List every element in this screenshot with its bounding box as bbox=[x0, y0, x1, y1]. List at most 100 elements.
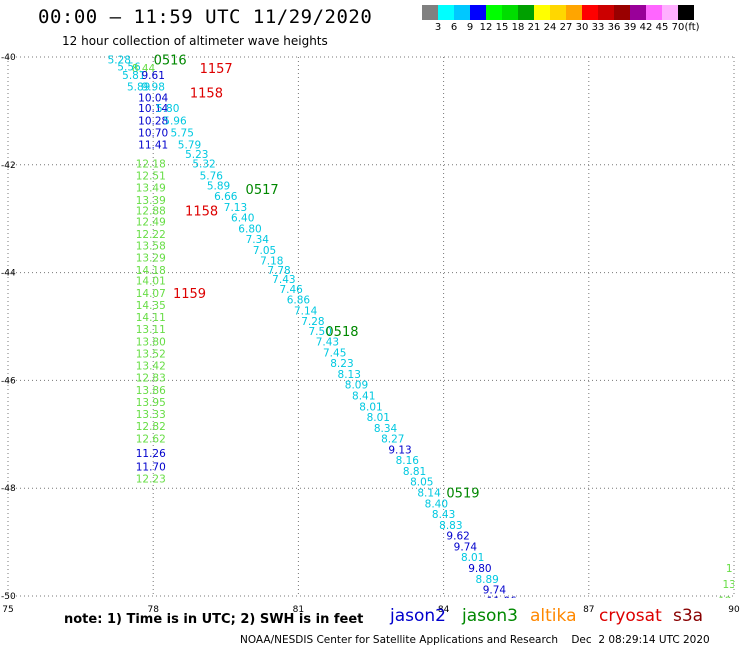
scale-swatch bbox=[566, 5, 582, 20]
swh-value: 12.83 bbox=[707, 628, 737, 640]
scale-label: 15 bbox=[495, 22, 509, 33]
scale-label: (ft) bbox=[684, 22, 700, 33]
swh-value: 14.01 bbox=[136, 276, 166, 288]
longitude-label: 75 bbox=[2, 605, 13, 615]
color-scale-bar bbox=[422, 5, 694, 20]
swh-value: 8.89 bbox=[475, 574, 498, 586]
swh-value: 11.26 bbox=[136, 448, 166, 460]
scale-label: 70 bbox=[671, 22, 685, 33]
scale-label: 45 bbox=[655, 22, 669, 33]
latitude-label: -46 bbox=[1, 376, 16, 386]
swh-value: 8.40 bbox=[425, 498, 448, 510]
swh-value: 8.43 bbox=[432, 509, 455, 521]
swh-value: 7.43 bbox=[316, 337, 339, 349]
swh-value: 8.01 bbox=[461, 552, 484, 564]
swh-value: 14.07 bbox=[136, 288, 166, 300]
swh-value: 13 bbox=[722, 579, 735, 591]
swh-value: 12.22 bbox=[136, 229, 166, 241]
swh-value: 11.41 bbox=[138, 139, 168, 151]
pass-time-label: 1159 bbox=[173, 287, 206, 302]
swh-value: 9.61 bbox=[142, 70, 165, 82]
swh-value: 8.13 bbox=[338, 369, 361, 381]
latitude-label: -48 bbox=[1, 484, 16, 494]
pass-time-label: 1157 bbox=[200, 62, 233, 77]
color-scale-labels: 3 6 9 12 15 18 21 24 27 30 33 36 39 42 45 70 (ft) bbox=[422, 22, 740, 36]
swh-value: 10.70 bbox=[138, 127, 168, 139]
swh-value: 13.42 bbox=[136, 360, 166, 372]
scale-swatch bbox=[422, 5, 438, 20]
scale-swatch bbox=[518, 5, 534, 20]
satellite-legend-cryosat: cryosat bbox=[599, 606, 662, 626]
swh-value: 13.58 bbox=[136, 241, 166, 253]
swh-value: 12.49 bbox=[136, 216, 166, 228]
scale-label: 27 bbox=[559, 22, 573, 33]
swh-value: 14.11 bbox=[136, 312, 166, 324]
swh-value: 13.11 bbox=[136, 324, 166, 336]
swh-value: 9.74 bbox=[454, 541, 478, 553]
swh-value: 10.28 bbox=[138, 116, 168, 128]
swh-value: 8.41 bbox=[352, 390, 375, 402]
credit-line: NOAA/NESDIS Center for Satellite Applica… bbox=[240, 634, 710, 646]
swh-value: 8.01 bbox=[367, 412, 390, 424]
swh-value: 8.23 bbox=[330, 358, 353, 370]
satellite-legend-jason3: jason3 bbox=[462, 606, 518, 626]
satellite-legend-altika: altika bbox=[530, 606, 577, 626]
scale-label: 21 bbox=[527, 22, 541, 33]
swh-value: 6.66 bbox=[214, 191, 238, 203]
swh-value: 13.29 bbox=[136, 253, 166, 265]
swh-value: 5.79 bbox=[178, 139, 201, 151]
swh-value: 8.14 bbox=[417, 488, 441, 500]
scale-label: 42 bbox=[639, 22, 653, 33]
scale-label: 24 bbox=[543, 22, 557, 33]
pass-time-label: 1158 bbox=[185, 205, 218, 220]
swh-value: 8.34 bbox=[374, 423, 398, 435]
swh-value: 5.32 bbox=[192, 159, 215, 171]
longitude-label: 87 bbox=[583, 605, 594, 615]
swh-value: 6.86 bbox=[287, 295, 311, 307]
swh-value: 5.75 bbox=[171, 127, 194, 139]
swh-value: 7.78 bbox=[267, 265, 290, 277]
swh-value: 7.18 bbox=[260, 256, 283, 268]
swh-value: 10.04 bbox=[138, 92, 168, 104]
scale-swatch bbox=[454, 5, 470, 20]
satellite-legend-jason2: jason2 bbox=[390, 606, 446, 626]
scale-swatch bbox=[614, 5, 630, 20]
scale-label: 6 bbox=[450, 22, 458, 33]
swh-value: 5.80 bbox=[156, 103, 179, 115]
swh-value: 11.70 bbox=[136, 462, 166, 474]
scale-swatch bbox=[486, 5, 502, 20]
scale-swatch bbox=[502, 5, 518, 20]
swh-value: 6.40 bbox=[231, 213, 254, 225]
scale-swatch bbox=[678, 5, 694, 20]
swh-value: 8.01 bbox=[359, 401, 382, 413]
scale-swatch bbox=[598, 5, 614, 20]
swh-value: 7.05 bbox=[253, 245, 276, 257]
scale-label: 33 bbox=[591, 22, 605, 33]
swh-value: 12.82 bbox=[136, 421, 166, 433]
scale-label: 36 bbox=[607, 22, 621, 33]
pass-time-label: 1158 bbox=[190, 87, 223, 102]
swh-value: 10.14 bbox=[138, 103, 168, 115]
swh-value: 12.88 bbox=[136, 206, 166, 218]
scale-swatch bbox=[470, 5, 486, 20]
swh-value: 7.13 bbox=[224, 202, 247, 214]
swh-value: 8.09 bbox=[345, 380, 368, 392]
swh-value: 8.05 bbox=[410, 477, 433, 489]
satellite-legend-s3a: s3a bbox=[673, 606, 704, 626]
swh-value: 5.76 bbox=[200, 171, 224, 183]
swh-value: 14.18 bbox=[136, 265, 166, 277]
latitude-label: -44 bbox=[1, 269, 16, 279]
latitude-label: -42 bbox=[1, 161, 16, 171]
swh-value: 5.56 bbox=[117, 62, 141, 74]
scale-label: 39 bbox=[623, 22, 637, 33]
scale-swatch bbox=[646, 5, 662, 20]
swh-value: 13.80 bbox=[136, 337, 166, 349]
scale-label: 9 bbox=[466, 22, 474, 33]
footnote: note: 1) Time is in UTC; 2) SWH is in fe… bbox=[64, 612, 364, 627]
scale-swatch bbox=[534, 5, 550, 20]
swh-value: 5.28 bbox=[108, 55, 131, 67]
swh-value: 7.46 bbox=[279, 284, 303, 296]
swh-value: 9.62 bbox=[446, 531, 469, 543]
